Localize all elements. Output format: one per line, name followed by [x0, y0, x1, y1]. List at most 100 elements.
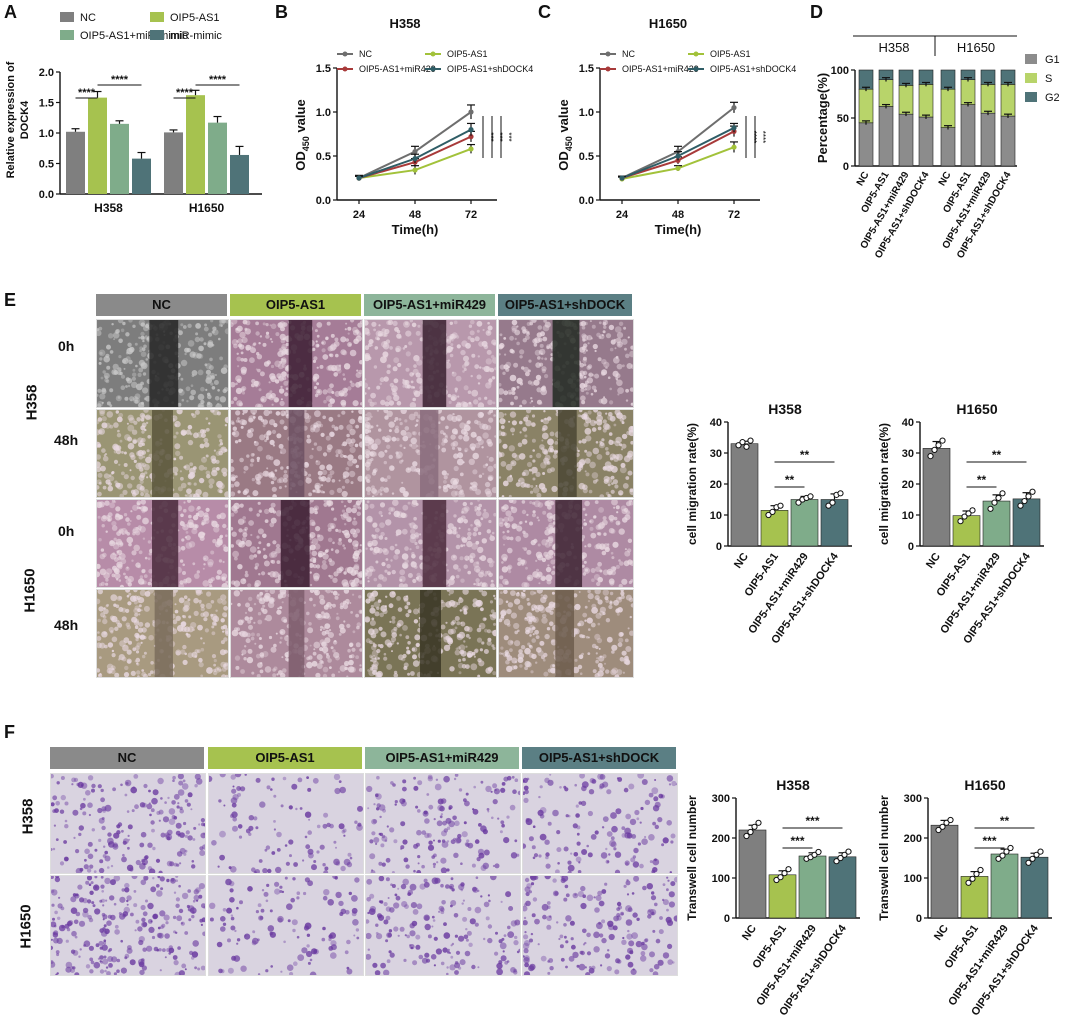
- f-h358-y-axis-label: Transwell cell number: [685, 795, 699, 921]
- d-legend-swatch: [1025, 73, 1037, 83]
- c-legend-marker: [605, 51, 611, 57]
- e-h358-bar: [820, 499, 849, 547]
- f-header-mir429: OIP5-AS1+miR429: [365, 747, 519, 769]
- f-h1650-bar: [990, 853, 1019, 919]
- c-x-tick-label: 72: [728, 209, 740, 221]
- f-h358-x-tick-label: NC: [740, 923, 759, 943]
- b-x-axis-label: Time(h): [392, 222, 439, 237]
- d-bar-segment: [878, 106, 894, 167]
- b-y-tick-label: 1.5: [316, 63, 331, 75]
- f-h358-data-point: [747, 828, 754, 836]
- scratch-image: [498, 319, 634, 408]
- d-y-tick-label: 50: [837, 113, 849, 125]
- e-h1650-bar: [922, 448, 951, 547]
- f-h1650-y-tick-label: 200: [904, 833, 922, 845]
- c-significance-label: ****: [758, 131, 767, 143]
- d-bar-segment: [940, 88, 956, 128]
- b-legend-label: OIP5-AS1+shDOCK4: [447, 64, 533, 74]
- e-h358-y-tick-label: 10: [710, 510, 722, 522]
- c-x-tick-label: 24: [616, 209, 629, 221]
- e-h1650-y-tick-label: 40: [902, 417, 914, 429]
- d-legend-label: G1: [1045, 54, 1060, 66]
- e-h358-data-point: [769, 508, 776, 516]
- scratch-image: [96, 319, 229, 408]
- f-h1650-data-point: [1025, 859, 1032, 866]
- d-legend-label: G2: [1045, 92, 1060, 104]
- f-h1650-significance-label: **: [1000, 814, 1010, 828]
- a-legend-swatch: [150, 30, 164, 40]
- scratch-image: [96, 409, 229, 498]
- scratch-image: [364, 589, 497, 678]
- a-legend-swatch: [60, 12, 74, 22]
- a-x-tick-label: H1650: [189, 201, 225, 215]
- scratch-image: [96, 499, 229, 588]
- f-h358-bar: [738, 829, 767, 919]
- transwell-image: [208, 773, 364, 874]
- transwell-image: [522, 875, 678, 976]
- d-group-label: H1650: [957, 40, 995, 55]
- e-h1650-data-point: [995, 494, 1002, 502]
- e-h1650-data-point: [931, 446, 938, 454]
- e-group-label-h1650: H1650: [21, 568, 39, 613]
- b-title: H358: [389, 16, 420, 31]
- f-h1650-data-point: [1007, 844, 1014, 852]
- b-point: [412, 149, 418, 155]
- b-point: [468, 134, 474, 140]
- f-h1650-significance-label: ***: [982, 834, 996, 848]
- e-h358-y-tick-label: 30: [710, 448, 722, 460]
- scratch-image: [364, 499, 497, 588]
- c-y-tick-label: 0.0: [579, 195, 594, 207]
- f-h358-data-point: [785, 866, 792, 873]
- e-row-label-48h-h358: 48h: [54, 432, 79, 448]
- a-significance-label: ****: [78, 87, 96, 99]
- d-bar-segment: [980, 84, 996, 114]
- transwell-image: [365, 773, 521, 874]
- a-bar: [164, 132, 183, 194]
- transwell-image: [208, 875, 364, 976]
- b-point: [468, 146, 474, 152]
- f-h1650-x-tick-label: NC: [932, 923, 951, 943]
- d-bar-segment: [980, 112, 996, 167]
- c-point: [731, 125, 737, 131]
- b-legend-marker: [342, 66, 348, 72]
- f-header-oip5: OIP5-AS1: [208, 747, 362, 769]
- e-row-label-0h-h358: 0h: [58, 338, 75, 354]
- f-h358-data-point: [777, 874, 784, 881]
- c-legend-label: OIP5-AS1+shDOCK4: [710, 64, 796, 74]
- a-y-tick-label: 2.0: [39, 67, 54, 79]
- e-h1650-y-tick-label: 30: [902, 448, 914, 460]
- b-legend-label: NC: [359, 49, 372, 59]
- b-y-axis-label: OD450 value: [293, 99, 311, 170]
- f-group-label-h1650: H1650: [17, 904, 35, 949]
- e-header-oip5: OIP5-AS1: [230, 294, 361, 316]
- e-h1650-data-point: [965, 510, 972, 517]
- a-y-axis-label: Relative expression of: [5, 61, 17, 178]
- f-h358-bar: [828, 856, 857, 919]
- f-h1650-data-point: [1029, 855, 1036, 862]
- b-point: [468, 109, 474, 115]
- c-point: [731, 105, 737, 111]
- transwell-image: [365, 875, 521, 976]
- f-h358-data-point: [751, 823, 758, 830]
- b-x-tick-label: 72: [465, 209, 477, 221]
- c-point: [675, 165, 681, 171]
- d-bar-segment: [1000, 115, 1016, 167]
- d-bar-segment: [858, 69, 874, 90]
- scratch-image: [230, 319, 363, 408]
- e-h1650-data-point: [957, 518, 964, 525]
- f-h1650-bar: [930, 824, 959, 919]
- e-h1650-data-point: [991, 499, 998, 506]
- a-legend-label: OIP5-AS1: [170, 12, 220, 24]
- e-h358-significance-label: **: [800, 448, 810, 462]
- f-header-shdock: OIP5-AS1+shDOCK: [522, 747, 676, 769]
- f-h358-y-tick-label: 300: [712, 793, 730, 805]
- e-h358-y-tick-label: 40: [710, 417, 722, 429]
- e-h1650-data-point: [969, 507, 976, 514]
- d-bar-segment: [918, 84, 934, 118]
- e-h358-x-tick-label: NC: [732, 551, 751, 571]
- e-h358-data-point: [739, 439, 746, 446]
- f-h1650-data-point: [965, 879, 972, 886]
- e-h358-significance-label: **: [785, 473, 795, 487]
- f-h1650-data-point: [939, 823, 946, 830]
